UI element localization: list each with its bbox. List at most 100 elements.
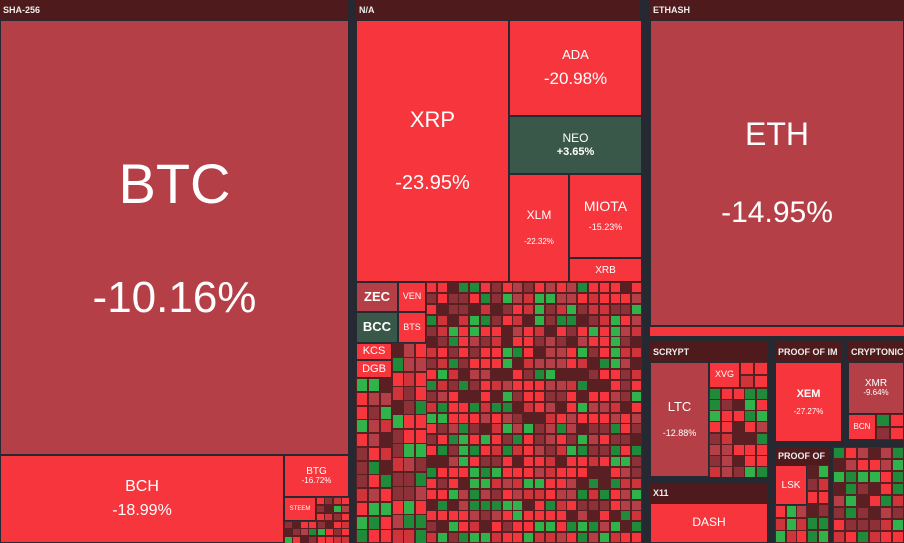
small-coin-tile[interactable] <box>356 405 368 420</box>
small-coin-tile[interactable] <box>818 491 829 504</box>
small-coin-tile[interactable] <box>356 378 368 392</box>
small-coin-tile[interactable] <box>458 499 470 511</box>
small-coin-tile[interactable] <box>544 379 556 391</box>
small-coin-tile[interactable] <box>392 500 404 516</box>
small-coin-tile[interactable] <box>876 427 890 440</box>
small-coin-tile[interactable] <box>512 499 524 511</box>
small-coin-tile[interactable] <box>544 412 556 424</box>
small-coin-tile[interactable] <box>512 379 524 391</box>
small-coin-tile[interactable] <box>447 347 459 359</box>
small-coin-tile[interactable] <box>469 303 481 315</box>
small-coin-tile[interactable] <box>588 499 599 511</box>
small-coin-tile[interactable] <box>356 529 368 543</box>
small-coin-tile[interactable] <box>566 456 578 467</box>
small-coin-tile[interactable] <box>620 292 632 304</box>
small-coin-tile[interactable] <box>447 532 459 543</box>
small-coin-tile[interactable] <box>340 535 349 543</box>
small-coin-tile[interactable] <box>534 336 545 348</box>
small-coin-tile[interactable] <box>609 282 621 293</box>
small-coin-tile[interactable] <box>566 466 578 478</box>
small-coin-tile[interactable] <box>523 292 535 304</box>
tile-dash[interactable]: DASH <box>650 503 768 543</box>
small-coin-tile[interactable] <box>631 369 642 380</box>
small-coin-tile[interactable] <box>480 347 491 359</box>
tile-ltc[interactable]: LTC -12.88% <box>650 362 709 477</box>
small-coin-tile[interactable] <box>588 532 599 543</box>
small-coin-tile[interactable] <box>392 343 404 358</box>
small-coin-tile[interactable] <box>490 358 502 370</box>
small-coin-tile[interactable] <box>380 474 392 489</box>
small-coin-tile[interactable] <box>609 477 621 489</box>
small-coin-tile[interactable] <box>490 369 502 380</box>
small-coin-tile[interactable] <box>414 400 426 416</box>
small-coin-tile[interactable] <box>868 459 881 471</box>
small-coin-tile[interactable] <box>631 423 642 435</box>
small-coin-tile[interactable] <box>447 401 459 413</box>
small-coin-tile[interactable] <box>512 390 524 402</box>
small-coin-tile[interactable] <box>620 510 632 522</box>
small-coin-tile[interactable] <box>588 521 599 533</box>
small-coin-tile[interactable] <box>577 445 589 457</box>
small-coin-tile[interactable] <box>577 434 589 446</box>
small-coin-tile[interactable] <box>890 414 904 427</box>
small-coin-tile[interactable] <box>609 292 621 304</box>
small-coin-tile[interactable] <box>876 414 890 427</box>
small-coin-tile[interactable] <box>577 456 589 467</box>
small-coin-tile[interactable] <box>480 358 491 370</box>
small-coin-tile[interactable] <box>380 529 392 543</box>
small-coin-tile[interactable] <box>356 474 368 489</box>
tile-lsk[interactable]: LSK <box>775 465 807 505</box>
small-coin-tile[interactable] <box>469 336 481 348</box>
small-coin-tile[interactable] <box>555 390 567 402</box>
small-coin-tile[interactable] <box>447 336 459 348</box>
small-coin-tile[interactable] <box>436 358 448 370</box>
small-coin-tile[interactable] <box>631 390 642 402</box>
small-coin-tile[interactable] <box>414 514 426 530</box>
small-coin-tile[interactable] <box>598 499 610 511</box>
small-coin-tile[interactable] <box>368 474 380 489</box>
small-coin-tile[interactable] <box>880 495 893 507</box>
small-coin-tile[interactable] <box>523 336 535 348</box>
small-coin-tile[interactable] <box>392 485 404 501</box>
small-coin-tile[interactable] <box>447 390 459 402</box>
small-coin-tile[interactable] <box>392 471 404 487</box>
small-coin-tile[interactable] <box>426 434 437 446</box>
small-coin-tile[interactable] <box>588 303 599 315</box>
small-coin-tile[interactable] <box>598 412 610 424</box>
small-coin-tile[interactable] <box>631 477 642 489</box>
small-coin-tile[interactable] <box>501 466 513 478</box>
small-coin-tile[interactable] <box>856 531 869 543</box>
small-coin-tile[interactable] <box>501 423 513 435</box>
small-coin-tile[interactable] <box>609 358 621 370</box>
small-coin-tile[interactable] <box>577 303 589 315</box>
small-coin-tile[interactable] <box>620 336 632 348</box>
tile-xem[interactable]: XEM -27.27% <box>775 362 842 442</box>
small-coin-tile[interactable] <box>501 282 513 293</box>
small-coin-tile[interactable] <box>414 414 426 430</box>
small-coin-tile[interactable] <box>833 519 845 531</box>
small-coin-tile[interactable] <box>458 466 470 478</box>
small-coin-tile[interactable] <box>856 495 869 507</box>
small-coin-tile[interactable] <box>544 434 556 446</box>
small-coin-tile[interactable] <box>588 336 599 348</box>
small-coin-tile[interactable] <box>436 303 448 315</box>
small-coin-tile[interactable] <box>490 282 502 293</box>
small-coin-tile[interactable] <box>631 325 642 337</box>
small-coin-tile[interactable] <box>469 379 481 391</box>
small-coin-tile[interactable] <box>631 412 642 424</box>
small-coin-tile[interactable] <box>856 507 869 519</box>
small-coin-tile[interactable] <box>754 375 768 388</box>
small-coin-tile[interactable] <box>577 521 589 533</box>
sector-header-ethash[interactable]: ETHASH <box>650 0 904 20</box>
small-coin-tile[interactable] <box>555 369 567 380</box>
small-coin-tile[interactable] <box>403 343 416 358</box>
small-coin-tile[interactable] <box>566 303 578 315</box>
small-coin-tile[interactable] <box>458 358 470 370</box>
small-coin-tile[interactable] <box>577 466 589 478</box>
small-coin-tile[interactable] <box>555 336 567 348</box>
small-coin-tile[interactable] <box>740 362 754 375</box>
small-coin-tile[interactable] <box>833 483 845 495</box>
small-coin-tile[interactable] <box>555 434 567 446</box>
small-coin-tile[interactable] <box>566 282 578 293</box>
small-coin-tile[interactable] <box>620 423 632 435</box>
